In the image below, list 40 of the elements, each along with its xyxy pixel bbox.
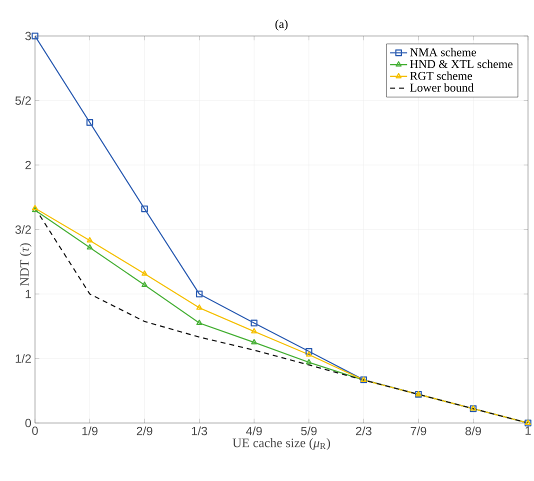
point [86, 244, 93, 250]
chart-title: (a) [275, 20, 288, 30]
x-tick-label: 1 [526, 426, 531, 435]
x-tick-label: 8/9 [465, 426, 481, 436]
point [196, 290, 203, 298]
point [196, 320, 202, 326]
y-tick-label: 1 [26, 290, 31, 298]
legend-label: HND & XTL scheme [410, 60, 513, 68]
point [142, 270, 148, 276]
x-tick-label: 0 [32, 426, 38, 435]
x-tick-label: 5/9 [301, 426, 317, 436]
x-tick-label: 1/9 [82, 426, 98, 436]
y-tick-label: 5/2 [15, 96, 31, 105]
legend-label: RGT scheme [410, 71, 472, 80]
y-axis-title: NDT (τ) [20, 243, 32, 286]
y-tick-label: 2 [25, 160, 31, 170]
point [196, 304, 202, 310]
x-axis-title: UE cache size (μ$_{R}$) [232, 438, 330, 450]
point [142, 282, 148, 287]
y-tick-label: 3 [25, 32, 31, 40]
legend-label: NMA scheme [410, 48, 476, 56]
x-tick-label: 2/9 [136, 426, 152, 436]
point [251, 328, 258, 334]
point [306, 348, 312, 355]
point [250, 320, 258, 326]
y-tick-label: 3/2 [15, 225, 31, 234]
point [141, 205, 148, 212]
y-tick-label: 0 [25, 418, 32, 428]
point [306, 351, 312, 357]
x-tick-label: 2/3 [356, 426, 372, 436]
x-tick-label: 4/9 [246, 426, 262, 436]
point [32, 32, 38, 40]
x-tick-label: 1/3 [192, 426, 208, 436]
point [86, 237, 93, 242]
point [86, 119, 94, 126]
x-tick-label: 7/9 [410, 426, 426, 436]
point [251, 338, 258, 344]
point [306, 358, 312, 364]
legend-label: Lower bound [410, 83, 474, 92]
y-tick-label: 1/2 [16, 354, 31, 363]
